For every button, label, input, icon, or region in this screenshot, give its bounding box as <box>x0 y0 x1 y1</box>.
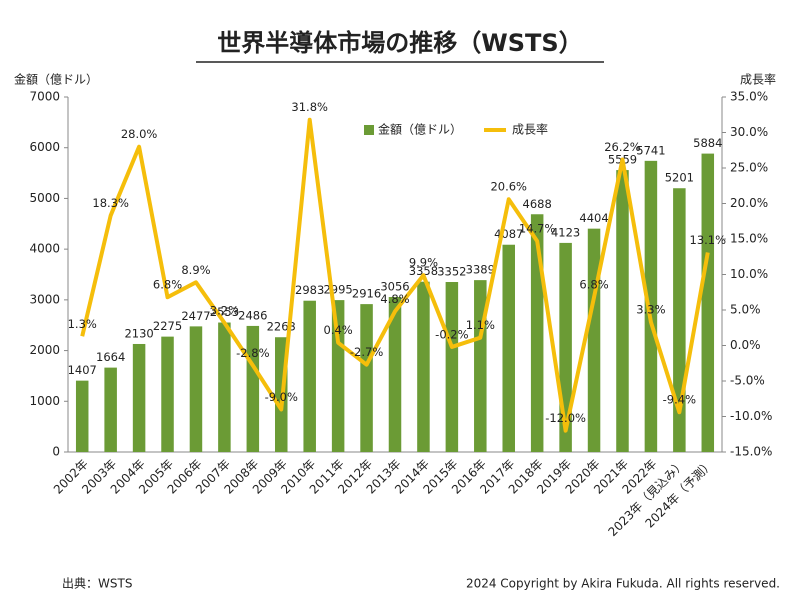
line-value-label: 14.7% <box>519 222 556 236</box>
line-value-label: -12.0% <box>545 411 586 425</box>
legend-label: 成長率 <box>512 122 548 137</box>
bar <box>104 367 117 452</box>
bar-value-label: 2130 <box>124 326 153 340</box>
bar-value-label: 3389 <box>466 263 495 277</box>
line-value-label: 18.3% <box>92 196 129 210</box>
bar-value-label: 2983 <box>295 283 324 297</box>
line-value-label: -9.0% <box>265 390 298 404</box>
line-value-label: 3.3% <box>636 303 665 317</box>
line-value-label: 6.8% <box>579 278 608 292</box>
bar <box>246 325 260 452</box>
y2-tick-label: 30.0% <box>730 125 768 139</box>
bar-value-label: 5741 <box>636 143 665 157</box>
bar <box>331 300 345 452</box>
bar-value-label: 4123 <box>551 225 580 239</box>
line-value-label: -0.2% <box>435 327 468 341</box>
line-value-label: -2.7% <box>350 345 383 359</box>
y-tick-label: 3000 <box>29 292 60 306</box>
y2-tick-label: 15.0% <box>730 232 768 246</box>
line-value-label: 28.0% <box>121 127 158 141</box>
y2-tick-label: 35.0% <box>730 90 768 104</box>
line-value-label: 8.9% <box>181 263 210 277</box>
bar-value-label: 2486 <box>238 308 267 322</box>
bar <box>75 380 89 452</box>
bar-value-label: 2477 <box>181 309 210 323</box>
bar <box>502 244 515 452</box>
y-tick-label: 6000 <box>29 140 60 154</box>
bar-value-label: 5884 <box>693 136 722 150</box>
line-value-label: -9.4% <box>663 393 696 407</box>
bar-value-label: 1664 <box>96 350 125 364</box>
line-value-label: -2.8% <box>236 346 269 360</box>
y2-tick-label: 5.0% <box>730 303 761 317</box>
y-tick-label: 0 <box>52 445 60 459</box>
line-value-label: 9.9% <box>409 256 438 270</box>
line-value-label: 13.1% <box>690 233 727 247</box>
line-value-label: 31.8% <box>291 100 328 114</box>
y2-tick-label: -5.0% <box>730 374 765 388</box>
bar-value-label: 5201 <box>665 171 694 185</box>
bar-value-label: 3358 <box>409 264 438 278</box>
bar <box>587 228 601 452</box>
line <box>80 117 710 433</box>
source: 出典：WSTS <box>62 577 132 591</box>
bar <box>616 170 629 452</box>
y2-tick-label: -15.0% <box>730 445 772 459</box>
legend-label: 金額（億ドル） <box>378 122 462 137</box>
legend-swatch <box>364 125 374 135</box>
line-value-label: 26.2% <box>604 140 641 154</box>
bar <box>445 282 459 452</box>
y2-tick-label: 10.0% <box>730 267 768 281</box>
bar-value-label: 1407 <box>68 363 97 377</box>
y-tick-label: 7000 <box>29 90 60 104</box>
bar-value-label: 4404 <box>579 211 608 225</box>
line-value-label: 3.2% <box>210 303 239 317</box>
y2-tick-label: 25.0% <box>730 161 768 175</box>
copyright: 2024 Copyright by Akira Fukuda. All righ… <box>466 577 780 591</box>
y-tick-label: 5000 <box>29 191 60 205</box>
line-value-label: 1.1% <box>466 318 495 332</box>
y2-tick-label: 0.0% <box>730 338 761 352</box>
bar <box>388 297 402 452</box>
y-axis-label: 金額（億ドル） <box>14 72 98 87</box>
y2-tick-label: 20.0% <box>730 196 768 210</box>
y2-axis-label: 成長率 <box>740 72 776 87</box>
bar <box>417 281 430 452</box>
bar-value-label: 2916 <box>352 287 381 301</box>
bar-value-label: 2275 <box>153 319 182 333</box>
bar <box>161 336 174 452</box>
y-tick-label: 2000 <box>29 343 60 357</box>
line-value-label: 20.6% <box>490 180 527 194</box>
line-value-label: 0.4% <box>324 323 353 337</box>
bar-value-label: 2995 <box>323 283 352 297</box>
line-value-label: 6.8% <box>153 278 182 292</box>
line-value-label: 1.3% <box>68 317 97 331</box>
bar <box>701 153 715 452</box>
chart-title: 世界半導体市場の推移（WSTS） <box>217 29 582 57</box>
bar <box>474 280 487 452</box>
y-tick-label: 4000 <box>29 242 60 256</box>
bar <box>189 326 203 452</box>
line-value-label: 4.8% <box>380 292 409 306</box>
y-tick-label: 1000 <box>29 394 60 408</box>
bar <box>644 160 658 452</box>
bar <box>303 300 316 452</box>
y2-tick-label: -10.0% <box>730 409 772 423</box>
bar-value-label: 3056 <box>380 280 409 294</box>
bar <box>132 343 146 452</box>
bar <box>360 304 373 452</box>
bar <box>218 322 231 452</box>
bar-value-label: 3352 <box>437 265 466 279</box>
bar-value-label: 4688 <box>523 197 552 211</box>
